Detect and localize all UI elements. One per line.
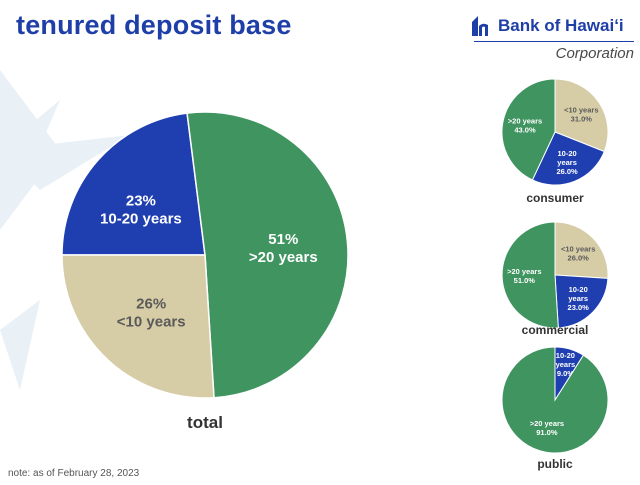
pie-slice-label: <10 years 26.0%: [561, 244, 595, 262]
pie-slice-10-20-years: [554, 274, 609, 329]
pie-slice-20-years: [501, 346, 609, 454]
pie-slice-20-years: [186, 111, 349, 399]
bank-logo: Bank of Hawaiʻi Corporation: [470, 14, 636, 68]
pie-title: consumer: [526, 191, 584, 205]
pie-slice-label: >20 years 43.0%: [508, 116, 542, 134]
pie-title: total: [187, 413, 223, 432]
pie-slice-label: <10 years 31.0%: [564, 105, 598, 123]
pie-slice-10-years: [61, 254, 215, 399]
pie-commercial: <10 years 26.0% 10-20 years 23.0% >20 years 51…: [501, 221, 609, 337]
logo-divider: [474, 41, 634, 42]
pie-consumer: <10 years 31.0% 10-20 years 26.0% >20 years 43…: [501, 78, 609, 205]
pie-slice-label: 10-20 years 23.0%: [568, 285, 590, 312]
pie-slice-20-years: [501, 78, 556, 181]
pie-title: commercial: [522, 323, 589, 337]
pie-public: 10-20 years 9.0% >20 years 91.0% public: [501, 346, 609, 471]
pie-slice-10-years: [554, 221, 609, 279]
pie-slice-20-years: [501, 221, 559, 329]
logo-bank-name: Bank of Hawaiʻi: [498, 16, 624, 35]
pie-slice-label: 10-20 years 9.0%: [556, 351, 576, 378]
pie-title: public: [537, 457, 573, 471]
footnote: note: as of February 28, 2023: [8, 468, 140, 479]
pie-slice-label: >20 years 51.0%: [507, 267, 541, 285]
pie-total: 23% 10-20 years 51% >20 years 26% <10 years to…: [61, 111, 349, 432]
page-title: tenured deposit base: [16, 10, 292, 40]
pie-slice-10-years: [554, 78, 609, 153]
logo-corporation: Corporation: [555, 45, 634, 62]
pie-slice-label: 51% >20 years: [249, 231, 318, 266]
pie-slice-label: 23% 10-20 years: [100, 193, 182, 228]
pie-slice-label: 10-20 years 26.0%: [556, 149, 578, 176]
pie-slice-10-20-years: [61, 112, 206, 256]
pie-slice-label: 26% <10 years: [117, 296, 186, 331]
bank-logo-mark-icon: [472, 16, 488, 36]
pie-slice-label: >20 years 91.0%: [530, 419, 564, 437]
pie-slice-10-20-years: [531, 131, 605, 186]
